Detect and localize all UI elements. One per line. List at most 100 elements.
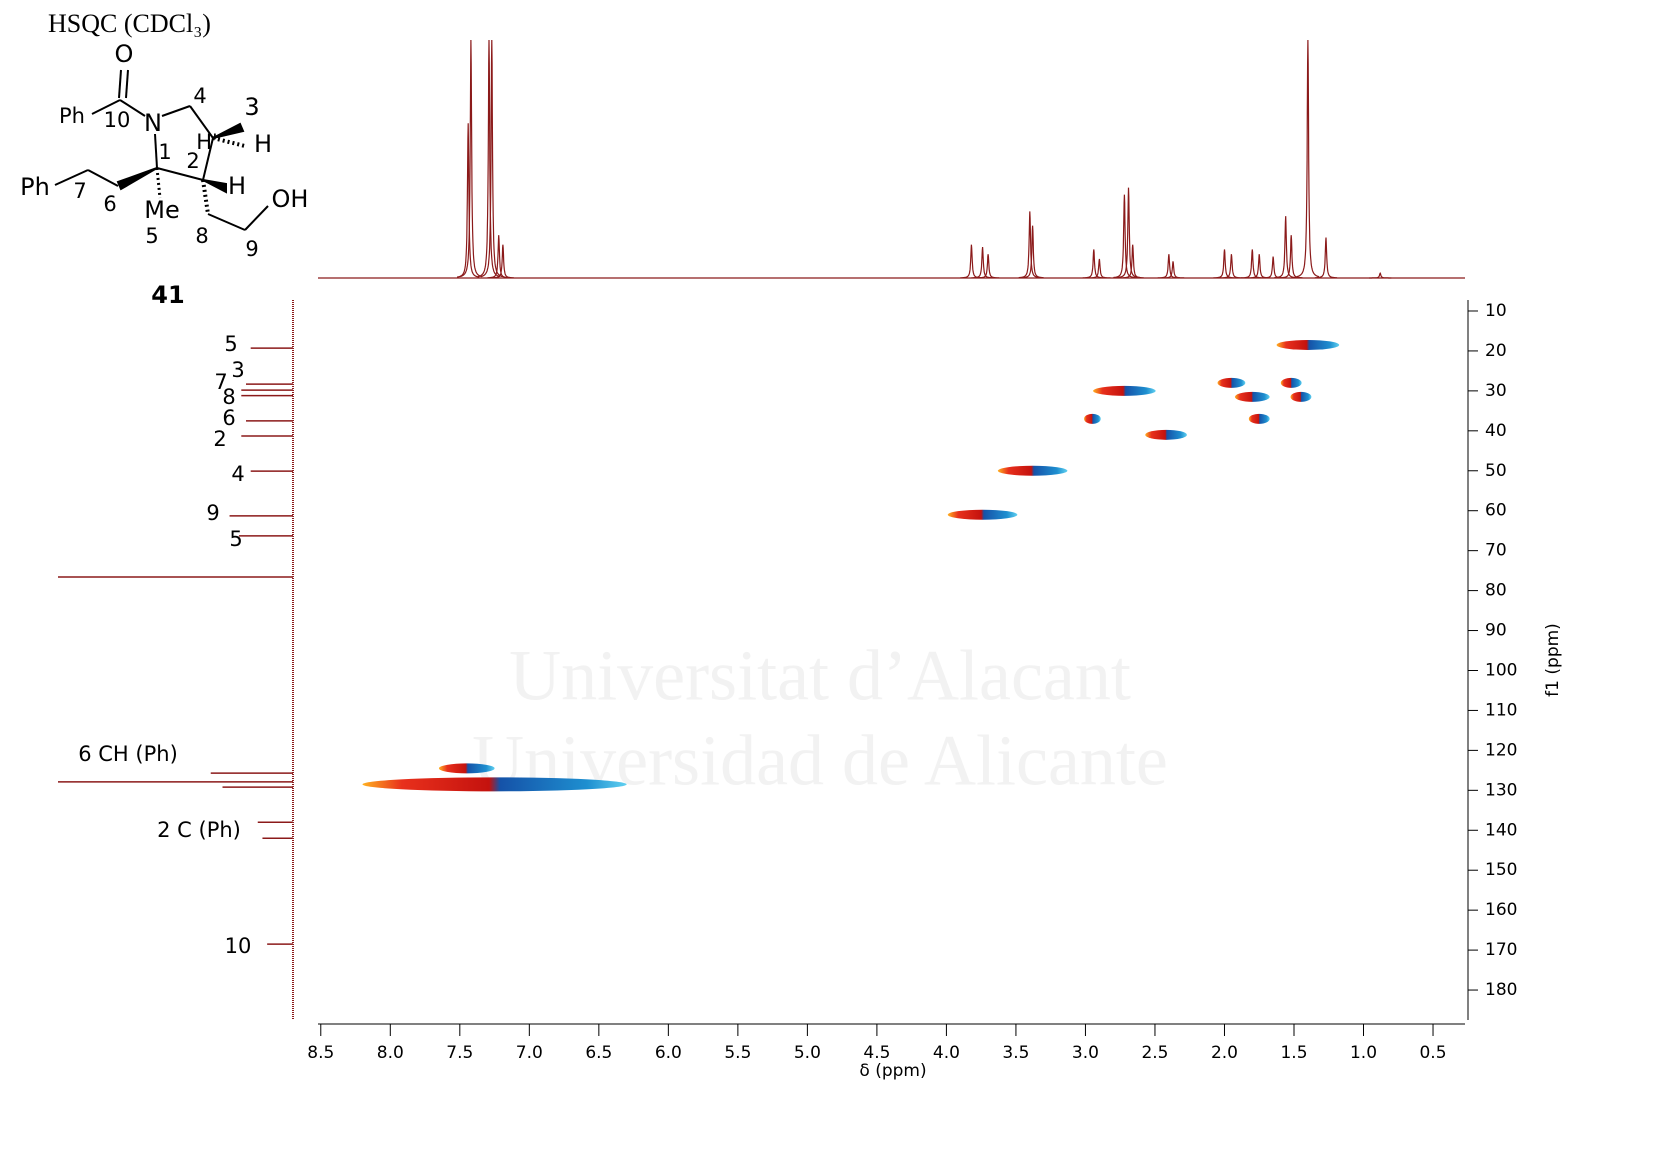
x-tick-label: 5.0 (794, 1043, 821, 1063)
x-tick-label: 5.5 (724, 1043, 751, 1063)
atom-label: Ph (20, 173, 50, 201)
atom-label: N (144, 109, 162, 137)
proton-peak (1314, 237, 1338, 279)
proton-peak (1088, 258, 1111, 279)
x-tick-label: 3.5 (1002, 1043, 1029, 1063)
proton-peak (1213, 249, 1236, 279)
x-tick-label: 2.0 (1211, 1043, 1238, 1063)
y-tick-label: 10 (1485, 301, 1507, 321)
y-tick-label: 170 (1485, 940, 1517, 960)
carbon-label: 2 (213, 427, 226, 451)
atom-label: OH (272, 185, 309, 213)
atom-label: H (228, 172, 246, 200)
cross-peak (1280, 377, 1302, 388)
proton-peak (1279, 235, 1303, 279)
carbon-label: 8 (222, 385, 235, 409)
atom-label: H' (196, 130, 218, 154)
proton-peak (1220, 254, 1243, 279)
atom-label: O (115, 40, 134, 68)
y-tick-label: 60 (1485, 501, 1507, 521)
y-tick-label: 100 (1485, 660, 1517, 680)
y-tick-label: 130 (1485, 780, 1517, 800)
cross-peak (1290, 391, 1312, 402)
carbon-label: 6 CH (Ph) (78, 742, 178, 766)
cross-peak (947, 509, 1018, 520)
proton-peak (1241, 249, 1264, 279)
y-tick-label: 30 (1485, 381, 1507, 401)
y-tick-label: 120 (1485, 740, 1517, 760)
proton-peak (459, 40, 483, 278)
y-tick-label: 160 (1485, 900, 1517, 920)
x-tick-label: 8.5 (307, 1043, 334, 1063)
carbon-label: 6 (222, 406, 235, 430)
atom-label: 1 (158, 140, 171, 164)
proton-peak (1161, 261, 1185, 279)
cross-peak (1234, 391, 1270, 402)
cross-peak (362, 777, 627, 792)
atom-label: Me (144, 196, 179, 224)
x-tick-label: 3.0 (1072, 1043, 1099, 1063)
x-tick-label: 1.0 (1350, 1043, 1377, 1063)
proton-peak (971, 247, 994, 279)
y-tick-label: 80 (1485, 581, 1507, 601)
atom-label: 9 (245, 237, 258, 261)
x-axis-label: δ (ppm) (859, 1061, 926, 1081)
x-tick-label: 0.5 (1419, 1043, 1446, 1063)
x-tick-label: 8.0 (377, 1043, 404, 1063)
carbon-label: 2 C (Ph) (157, 818, 241, 842)
carbon-label: 10 (225, 934, 252, 958)
atom-label: 7 (73, 179, 86, 203)
proton-peak (477, 40, 501, 278)
y-axis-label: f1 (ppm) (1543, 623, 1563, 697)
carbon-label: 3 (231, 358, 244, 382)
proton-trace (457, 40, 1392, 279)
x-tick-label: 7.5 (446, 1043, 473, 1063)
carbon-label: 5 (229, 527, 242, 551)
cross-peak (438, 763, 495, 774)
cross-peak (1084, 413, 1101, 424)
atom-label: 4 (193, 84, 206, 108)
proton-peak (487, 235, 511, 279)
proton-peak (1369, 272, 1392, 279)
cross-peak (1248, 413, 1270, 424)
title: HSQC (CDCl₃) (48, 9, 211, 38)
proton-peak (1018, 211, 1041, 279)
proton-peak (1274, 216, 1297, 279)
atom-label: 10 (104, 108, 131, 132)
y-tick-label: 50 (1485, 461, 1507, 481)
atom-label: 6 (103, 192, 116, 216)
cross-peak (1093, 385, 1156, 396)
carbon-label: 9 (206, 501, 219, 525)
atom-label: 5 (145, 224, 158, 248)
y-tick-label: 20 (1485, 341, 1507, 361)
structure (54, 69, 269, 231)
proton-peak (480, 40, 504, 278)
x-tick-label: 6.0 (655, 1043, 682, 1063)
carbon-label: 4 (231, 462, 244, 486)
proton-peak (960, 244, 983, 279)
atom-label: 8 (195, 224, 208, 248)
atom-label: Ph (59, 104, 85, 128)
proton-peak (1117, 187, 1140, 279)
cross-peak (997, 465, 1068, 476)
proton-peak (1113, 194, 1136, 279)
cross-peak (1145, 429, 1187, 440)
y-tick-label: 40 (1485, 421, 1507, 441)
y-tick-label: 150 (1485, 860, 1517, 880)
y-tick-label: 180 (1485, 980, 1517, 1000)
y-tick-label: 70 (1485, 541, 1507, 561)
proton-peak (491, 244, 514, 279)
atom-label: H (254, 130, 272, 158)
x-tick-label: 6.5 (585, 1043, 612, 1063)
x-tick-label: 4.5 (863, 1043, 890, 1063)
compound-number: 41 (151, 281, 184, 309)
proton-peak (1157, 254, 1180, 279)
y-tick-label: 140 (1485, 820, 1517, 840)
y-tick-label: 90 (1485, 621, 1507, 641)
atom-label: 2 (186, 149, 199, 173)
proton-peak (1082, 249, 1105, 279)
carbon-label: 7 (214, 370, 227, 394)
atom-label: 3 (244, 93, 259, 121)
x-tick-label: 7.0 (516, 1043, 543, 1063)
